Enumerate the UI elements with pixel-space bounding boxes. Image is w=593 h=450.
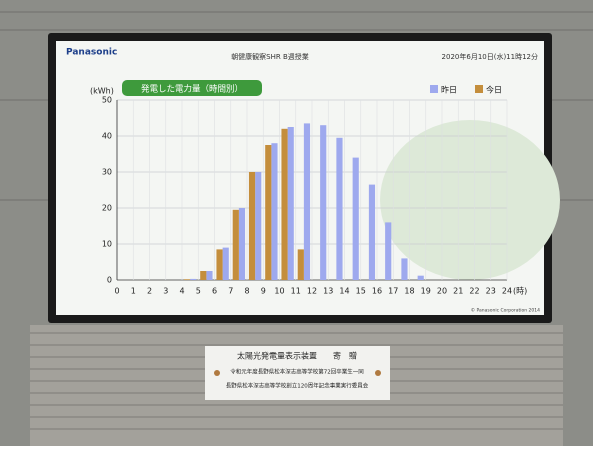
brand: Panasonic bbox=[66, 48, 117, 58]
bar bbox=[216, 249, 222, 280]
legend-label: 今日 bbox=[486, 85, 502, 95]
bar bbox=[271, 143, 277, 280]
copyright: © Panasonic Corporation 2014 bbox=[471, 307, 541, 314]
y-tick-label: 40 bbox=[102, 132, 112, 141]
bar bbox=[304, 123, 310, 280]
bar bbox=[255, 172, 261, 280]
bar bbox=[353, 158, 359, 280]
legend-swatch bbox=[430, 85, 438, 93]
x-tick-label: 11 bbox=[291, 287, 301, 296]
plaque-screw bbox=[375, 370, 381, 376]
x-tick-label: 0 bbox=[114, 287, 119, 296]
photo: 太陽光発電量表示装置 寄 贈 令和元年度長野県松本深志高等学校第72回卒業生一同… bbox=[0, 0, 593, 446]
bar bbox=[320, 125, 326, 280]
y-tick-label: 20 bbox=[102, 204, 112, 213]
x-tick-label: 12 bbox=[307, 287, 317, 296]
bar bbox=[265, 145, 271, 280]
legend-label: 昨日 bbox=[441, 85, 457, 95]
x-tick-label: 20 bbox=[437, 287, 447, 296]
bar bbox=[385, 222, 391, 280]
y-tick-label: 0 bbox=[107, 276, 112, 285]
plaque-line: 令和元年度長野県松本深志高等学校第72回卒業生一同 bbox=[230, 368, 364, 376]
y-tick-label: 50 bbox=[102, 96, 112, 105]
y-tick-label: 30 bbox=[102, 168, 112, 177]
x-tick-label: 2 bbox=[147, 287, 152, 296]
bar bbox=[184, 279, 190, 280]
x-tick-label: 10 bbox=[274, 287, 284, 296]
bar bbox=[233, 210, 239, 280]
bar bbox=[206, 271, 212, 280]
bar bbox=[336, 138, 342, 280]
x-axis-label: (時) bbox=[513, 287, 527, 296]
x-tick-label: 8 bbox=[244, 287, 249, 296]
subtitle: 発電した電力量（時間別） bbox=[141, 84, 243, 95]
x-tick-label: 23 bbox=[486, 287, 496, 296]
datetime: 2020年6月10日(水)11時12分 bbox=[442, 52, 538, 61]
bar bbox=[239, 208, 245, 280]
x-tick-label: 6 bbox=[212, 287, 217, 296]
chart-title: 朝健康観察SHR B週授業 bbox=[231, 52, 309, 61]
bar bbox=[223, 248, 229, 280]
x-tick-label: 24 bbox=[502, 287, 512, 296]
legend-swatch bbox=[475, 85, 483, 93]
page: 太陽光発電量表示装置 寄 贈 令和元年度長野県松本深志高等学校第72回卒業生一同… bbox=[0, 0, 593, 450]
plaque-title: 太陽光発電量表示装置 寄 贈 bbox=[237, 351, 357, 361]
bar bbox=[298, 249, 304, 280]
y-tick-label: 10 bbox=[102, 240, 112, 249]
plaque-line: 長野県松本深志高等学校創立120周年記念事業実行委員会 bbox=[226, 382, 369, 390]
bar bbox=[418, 276, 424, 280]
x-tick-label: 5 bbox=[196, 287, 201, 296]
x-tick-label: 17 bbox=[388, 287, 398, 296]
x-tick-label: 21 bbox=[453, 287, 463, 296]
x-tick-label: 19 bbox=[421, 287, 431, 296]
bar bbox=[249, 172, 255, 280]
x-tick-label: 13 bbox=[323, 287, 333, 296]
y-axis-label: (kWh) bbox=[90, 87, 114, 96]
bar bbox=[200, 271, 206, 280]
plaque-screw bbox=[214, 370, 220, 376]
x-tick-label: 1 bbox=[131, 287, 136, 296]
x-tick-label: 4 bbox=[179, 287, 184, 296]
x-tick-label: 18 bbox=[404, 287, 414, 296]
x-tick-label: 9 bbox=[261, 287, 266, 296]
bar bbox=[401, 258, 407, 280]
bar bbox=[288, 127, 294, 280]
x-tick-label: 14 bbox=[339, 287, 349, 296]
x-tick-label: 15 bbox=[356, 287, 366, 296]
bar bbox=[190, 279, 196, 280]
bar bbox=[369, 185, 375, 280]
x-tick-label: 7 bbox=[228, 287, 233, 296]
x-tick-label: 16 bbox=[372, 287, 382, 296]
x-tick-label: 22 bbox=[469, 287, 479, 296]
screen-decor bbox=[380, 120, 560, 280]
bar bbox=[281, 129, 287, 280]
x-tick-label: 3 bbox=[163, 287, 168, 296]
